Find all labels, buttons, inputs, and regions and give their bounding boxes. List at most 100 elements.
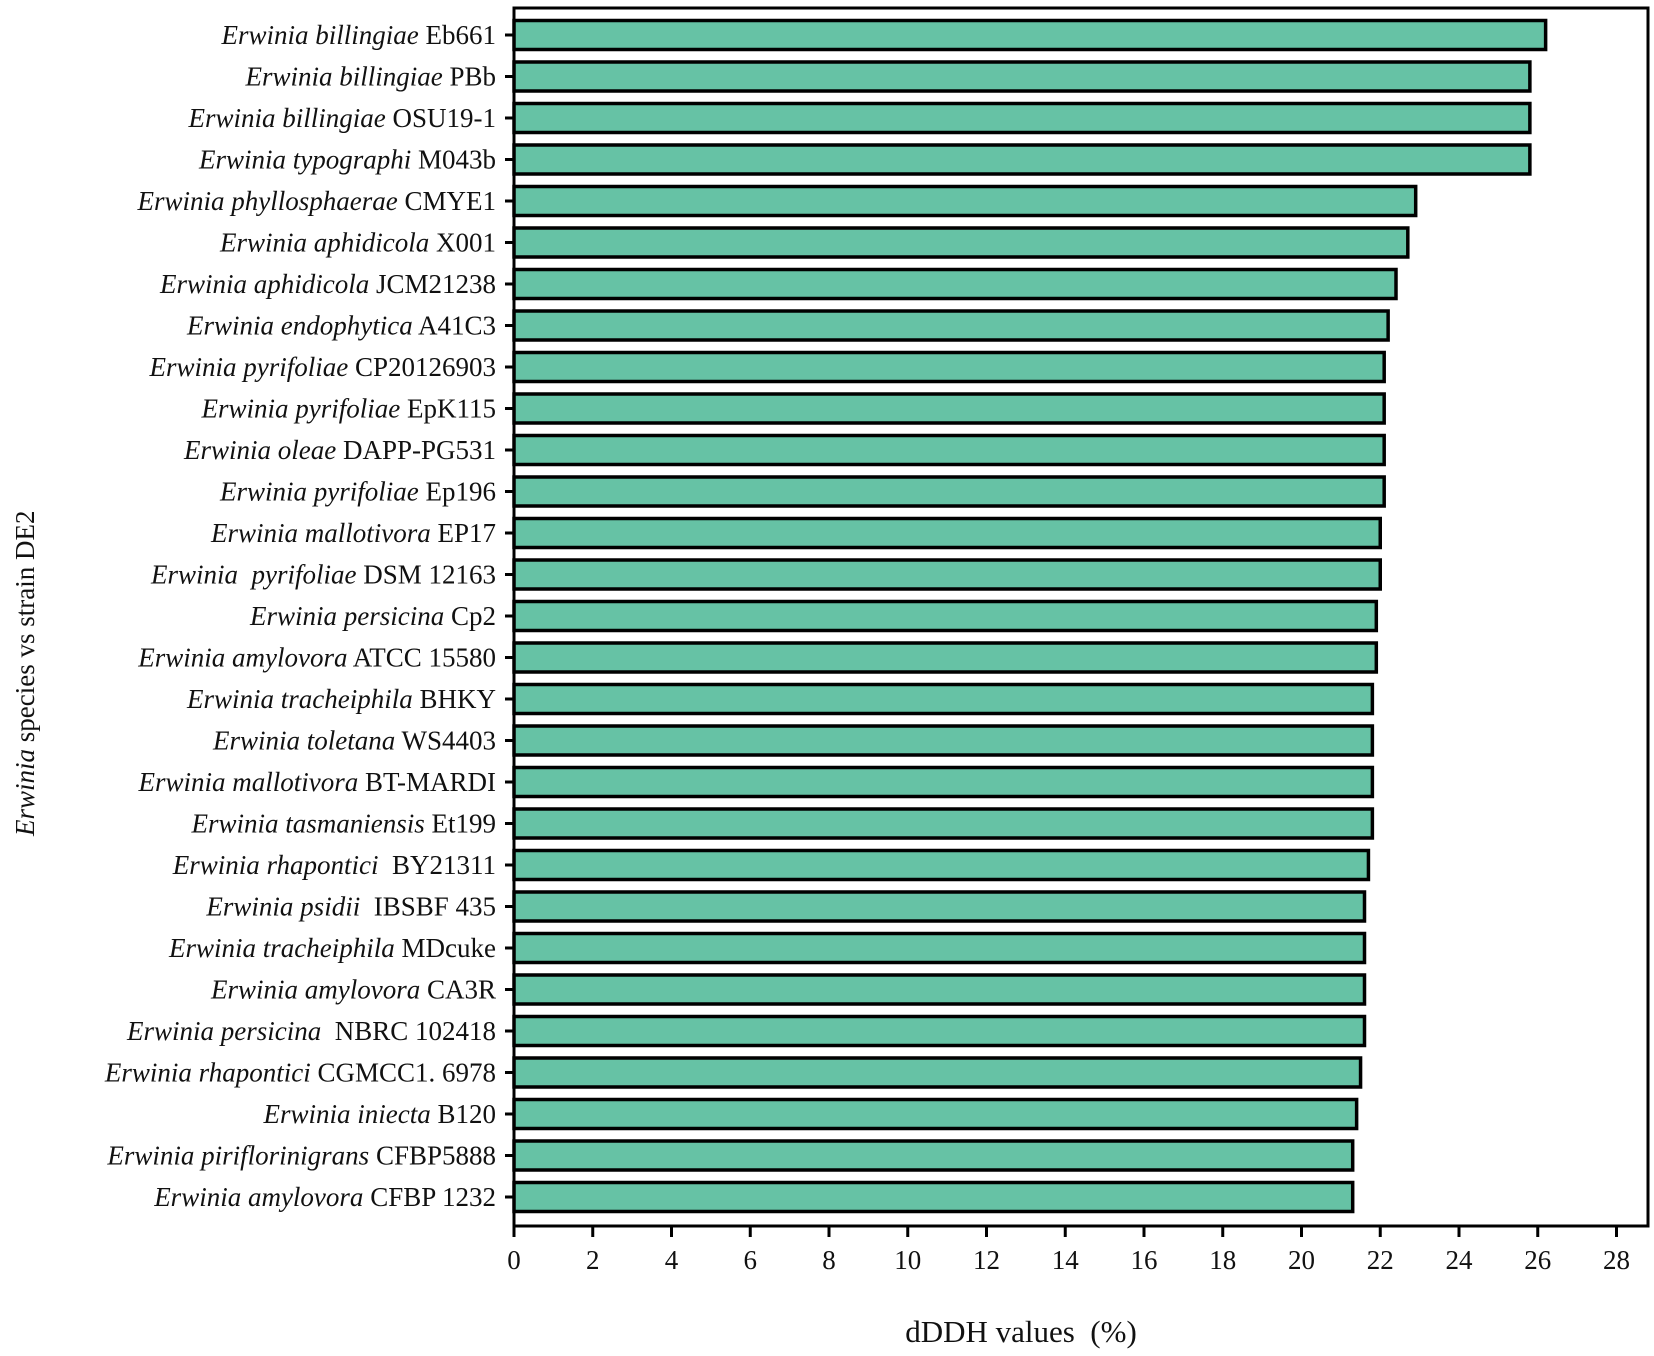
bar	[512, 101, 1532, 135]
category-strain: CA3R	[420, 975, 496, 1005]
category-label: Erwinia pyrifoliae Ep196	[219, 477, 496, 507]
category-species: Erwinia persicina	[126, 1016, 321, 1046]
x-tick-label: 4	[665, 1245, 679, 1275]
bar	[512, 682, 1375, 716]
bar	[512, 516, 1382, 550]
category-strain: JCM21238	[369, 269, 496, 299]
x-tick-label: 22	[1367, 1245, 1394, 1275]
x-tick-label: 14	[1052, 1245, 1080, 1275]
category-label: Erwinia tracheiphila MDcuke	[168, 933, 496, 963]
category-strain: PBb	[443, 62, 496, 92]
category-species: Erwinia iniecta	[263, 1099, 431, 1129]
bar	[512, 1180, 1355, 1214]
category-strain: ATCC 15580	[347, 643, 496, 673]
category-species: Erwinia typographi	[198, 145, 411, 175]
category-strain: DAPP-PG531	[336, 435, 496, 465]
category-strain: CGMCC1. 6978	[311, 1058, 496, 1088]
category-label: Erwinia typographi M043b	[198, 145, 496, 175]
bar	[512, 475, 1386, 508]
bar	[512, 807, 1375, 840]
category-species: Erwinia psidii	[205, 892, 360, 922]
bar	[512, 558, 1382, 591]
category-strain: A41C3	[413, 311, 496, 341]
bar	[512, 392, 1386, 425]
bar	[512, 309, 1390, 342]
category-label: Erwinia tracheiphila BHKY	[186, 684, 496, 714]
bar	[512, 267, 1398, 301]
category-label: Erwinia piriflorinigrans CFBP5888	[106, 1141, 496, 1171]
category-label: Erwinia persicina Cp2	[249, 601, 496, 631]
category-label: Erwinia endophytica A41C3	[186, 311, 496, 341]
category-label: Erwinia amylovora CA3R	[210, 975, 496, 1005]
category-strain: MDcuke	[395, 933, 496, 963]
category-species: Erwinia persicina	[249, 601, 444, 631]
bar	[512, 60, 1532, 93]
category-species: Erwinia piriflorinigrans	[106, 1141, 369, 1171]
category-strain: Et199	[425, 809, 496, 839]
bar	[512, 765, 1375, 799]
category-label: Erwinia toletana WS4403	[212, 726, 496, 756]
x-tick-label: 8	[822, 1245, 836, 1275]
category-strain: NBRC 102418	[321, 1016, 496, 1046]
category-label: Erwinia billingiae OSU19-1	[187, 103, 496, 133]
category-species: Erwinia billingiae	[220, 20, 418, 50]
x-tick-label: 2	[586, 1245, 600, 1275]
x-tick-label: 12	[973, 1245, 1000, 1275]
category-strain: CP20126903	[348, 352, 496, 382]
category-strain: X001	[429, 228, 496, 258]
category-strain: CMYE1	[398, 186, 496, 216]
bar	[512, 226, 1410, 259]
bar	[512, 848, 1371, 882]
bars-group	[512, 18, 1548, 1214]
category-species: Erwinia mallotivora	[210, 518, 431, 548]
category-strain: BY21311	[378, 850, 496, 880]
category-strain: CFBP5888	[369, 1141, 496, 1171]
x-tick-label: 24	[1446, 1245, 1474, 1275]
category-species: Erwinia amylovora	[153, 1182, 363, 1212]
category-species: Erwinia amylovora	[210, 975, 420, 1005]
category-strain: Ep196	[419, 477, 496, 507]
bar	[512, 1097, 1359, 1131]
category-strain: IBSBF 435	[360, 892, 496, 922]
category-species: Erwinia pyrifoliae	[201, 394, 401, 424]
x-tick-label: 26	[1524, 1245, 1551, 1275]
plot-frame	[512, 6, 1650, 1228]
bar	[512, 184, 1418, 218]
category-species: Erwinia billingiae	[244, 62, 442, 92]
bar	[512, 350, 1386, 384]
x-axis: 0 2 4 6 8 10 12 14 16 18 20 22 24 26 28	[507, 1226, 1630, 1275]
bar	[512, 973, 1367, 1006]
bar	[512, 890, 1367, 923]
category-label: Erwinia billingiae Eb661	[220, 20, 496, 50]
category-label: Erwinia rhapontici BY21311	[172, 850, 496, 880]
category-species: Erwinia phyllosphaerae	[137, 186, 398, 216]
category-species: Erwinia pyrifoliae	[219, 477, 419, 507]
category-label: Erwinia pyrifoliae CP20126903	[148, 352, 496, 382]
category-species: Erwinia aphidicola	[159, 269, 369, 299]
category-label: Erwinia billingiae PBb	[244, 62, 496, 92]
category-species: Erwinia billingiae	[187, 103, 385, 133]
category-label: Erwinia persicina NBRC 102418	[126, 1016, 496, 1046]
category-strain: Eb661	[419, 20, 496, 50]
bar	[512, 1139, 1355, 1172]
x-axis-title: dDDH values (%)	[905, 1314, 1137, 1349]
x-tick-label: 0	[507, 1245, 521, 1275]
x-tick-label: 18	[1209, 1245, 1236, 1275]
bar	[512, 433, 1386, 467]
category-strain: BT-MARDI	[358, 767, 496, 797]
category-label: Erwinia aphidicola X001	[219, 228, 496, 258]
category-label: Erwinia mallotivora EP17	[210, 518, 496, 548]
category-species: Erwinia pyrifoliae	[148, 352, 348, 382]
category-label: Erwinia tasmaniensis Et199	[190, 809, 496, 839]
category-label: Erwinia oleae DAPP-PG531	[183, 435, 496, 465]
bar	[512, 931, 1367, 965]
category-strain: WS4403	[395, 726, 496, 756]
category-strain: B120	[431, 1099, 496, 1129]
category-strain: BHKY	[413, 684, 496, 714]
category-strain: DSM 12163	[356, 560, 496, 590]
category-label: Erwinia aphidicola JCM21238	[159, 269, 496, 299]
category-species: Erwinia rhapontici	[172, 850, 379, 880]
category-species: Erwinia pyrifoliae	[150, 560, 357, 590]
category-species: Erwinia tracheiphila	[186, 684, 413, 714]
